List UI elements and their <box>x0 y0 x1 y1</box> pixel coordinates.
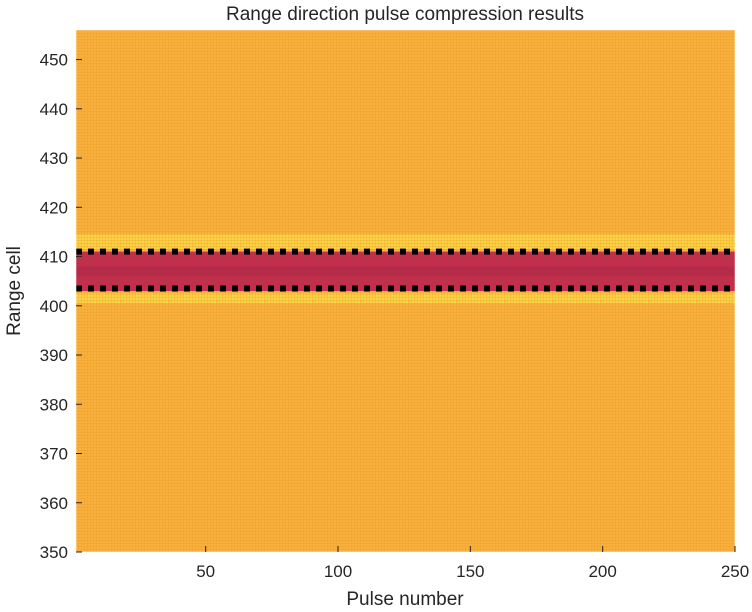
chart-title: Range direction pulse compression result… <box>226 4 584 25</box>
plot-frame <box>75 29 736 553</box>
y-axis-title: Range cell <box>4 246 25 336</box>
x-axis-ticks: 50 100 150 200 250 <box>196 546 749 581</box>
x-tick-label: 200 <box>588 562 616 581</box>
y-tick-label: 430 <box>40 149 68 168</box>
y-tick-label: 400 <box>40 297 68 316</box>
y-axis-ticks: 350 360 370 380 390 400 410 420 430 440 450 <box>40 51 82 562</box>
x-tick-label: 100 <box>324 562 352 581</box>
x-tick-label: 50 <box>196 562 215 581</box>
x-tick-label: 250 <box>721 562 749 581</box>
target-band-layer <box>76 251 735 291</box>
y-tick-label: 410 <box>40 248 68 267</box>
y-tick-label: 420 <box>40 198 68 217</box>
plot-area <box>76 30 735 552</box>
y-tick-label: 390 <box>40 346 68 365</box>
dashed-marker-layer <box>76 248 735 292</box>
y-tick-label: 450 <box>40 51 68 70</box>
y-tick-label: 350 <box>40 543 68 562</box>
x-axis-title: Pulse number <box>346 589 464 610</box>
target-band-core <box>76 266 735 277</box>
x-tick-label: 150 <box>456 562 484 581</box>
y-tick-label: 440 <box>40 100 68 119</box>
y-tick-label: 360 <box>40 494 68 513</box>
y-tick-label: 380 <box>40 395 68 414</box>
y-tick-label: 370 <box>40 445 68 464</box>
